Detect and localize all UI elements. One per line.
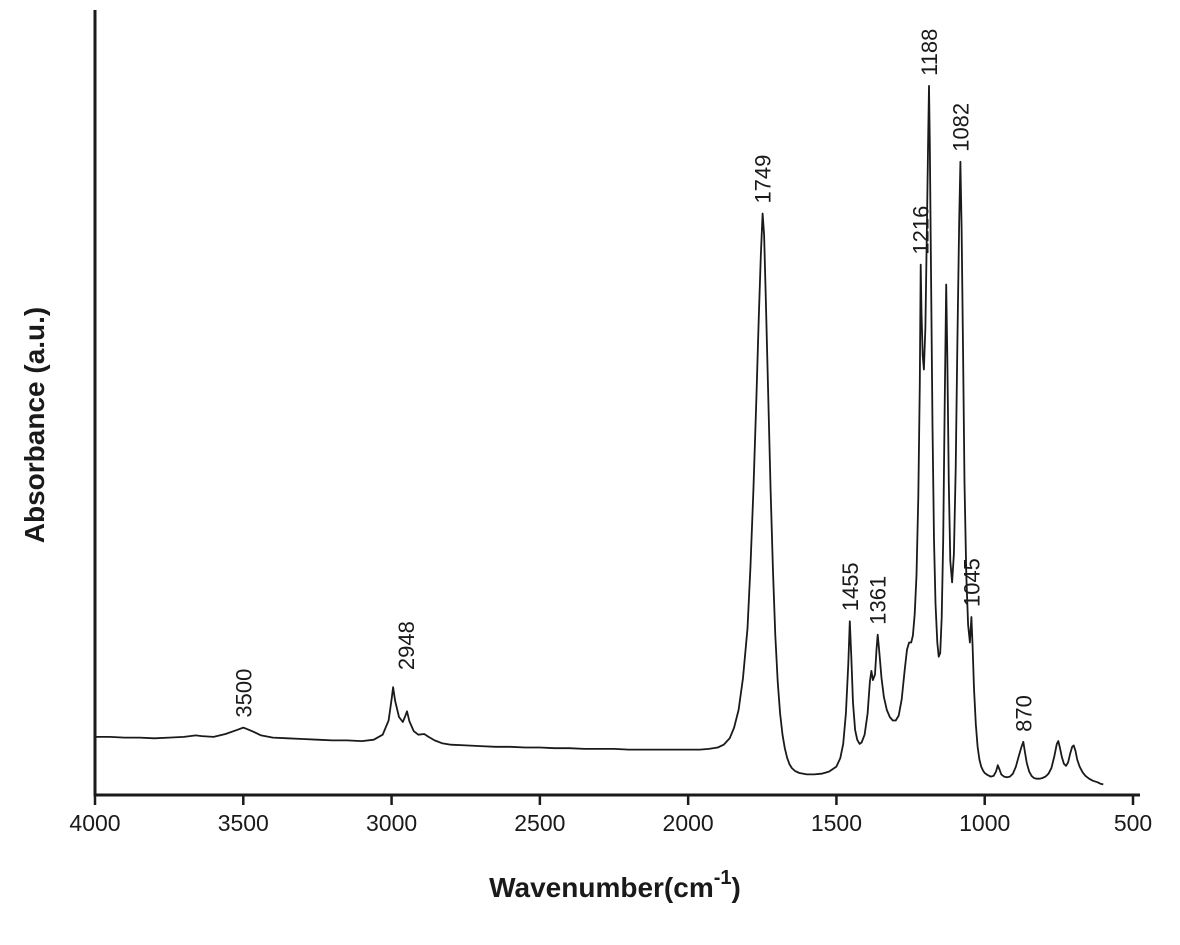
y-axis-title: Absorbance (a.u.) [19, 307, 50, 543]
x-tick-label: 3000 [366, 810, 417, 836]
peak-label: 1188 [917, 29, 942, 76]
peak-label: 1749 [751, 155, 776, 204]
x-axis-title-close: ) [732, 872, 741, 903]
x-axis-title-superscript: -1 [714, 867, 732, 889]
x-axis-title: Wavenumber(cm-1) [489, 867, 741, 903]
peak-label: 1045 [959, 558, 984, 607]
peak-label: 870 [1011, 695, 1036, 732]
peak-label: 1455 [838, 562, 863, 611]
peak-label: 1216 [909, 206, 934, 255]
x-tick-label: 4000 [69, 810, 120, 836]
x-tick-label: 500 [1114, 810, 1152, 836]
x-axis-title-main: Wavenumber(cm [489, 872, 714, 903]
peak-label: 3500 [231, 669, 256, 718]
x-tick-label: 1500 [811, 810, 862, 836]
x-tick-label: 1000 [959, 810, 1010, 836]
peak-label: 2948 [394, 621, 419, 670]
peak-label: 1361 [866, 576, 891, 625]
x-tick-label: 2500 [514, 810, 565, 836]
x-tick-label: 3500 [218, 810, 269, 836]
peak-label: 1082 [948, 103, 973, 152]
x-axis-ticks-layer: 4000 3500 3000 2500 2000 1500 1000 500 [69, 795, 1152, 836]
spectrum-curve-layer [95, 85, 1104, 786]
peak-labels-layer: 3500 2948 1749 1455 1361 1216 1188 1082 1045 870 [231, 29, 1036, 732]
spectrum-curve [95, 85, 1104, 786]
x-tick-label: 2000 [663, 810, 714, 836]
